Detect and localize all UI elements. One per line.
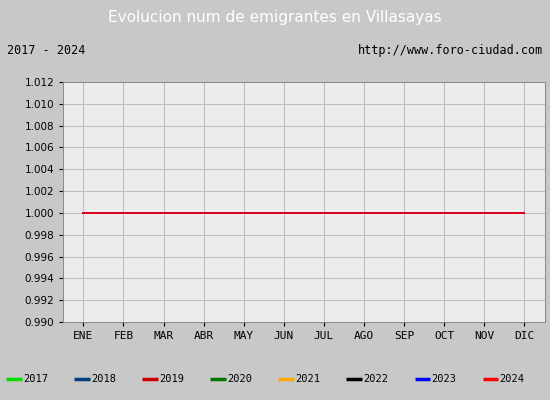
- Text: 2017 - 2024: 2017 - 2024: [7, 44, 85, 57]
- Text: 2019: 2019: [160, 374, 184, 384]
- Text: 2023: 2023: [432, 374, 456, 384]
- Text: http://www.foro-ciudad.com: http://www.foro-ciudad.com: [358, 44, 543, 57]
- Text: 2018: 2018: [91, 374, 116, 384]
- Text: Evolucion num de emigrantes en Villasayas: Evolucion num de emigrantes en Villasaya…: [108, 10, 442, 25]
- Text: 2022: 2022: [364, 374, 388, 384]
- Text: 2020: 2020: [227, 374, 252, 384]
- Text: 2021: 2021: [295, 374, 321, 384]
- Text: 2017: 2017: [23, 374, 48, 384]
- Text: 2024: 2024: [499, 374, 525, 384]
